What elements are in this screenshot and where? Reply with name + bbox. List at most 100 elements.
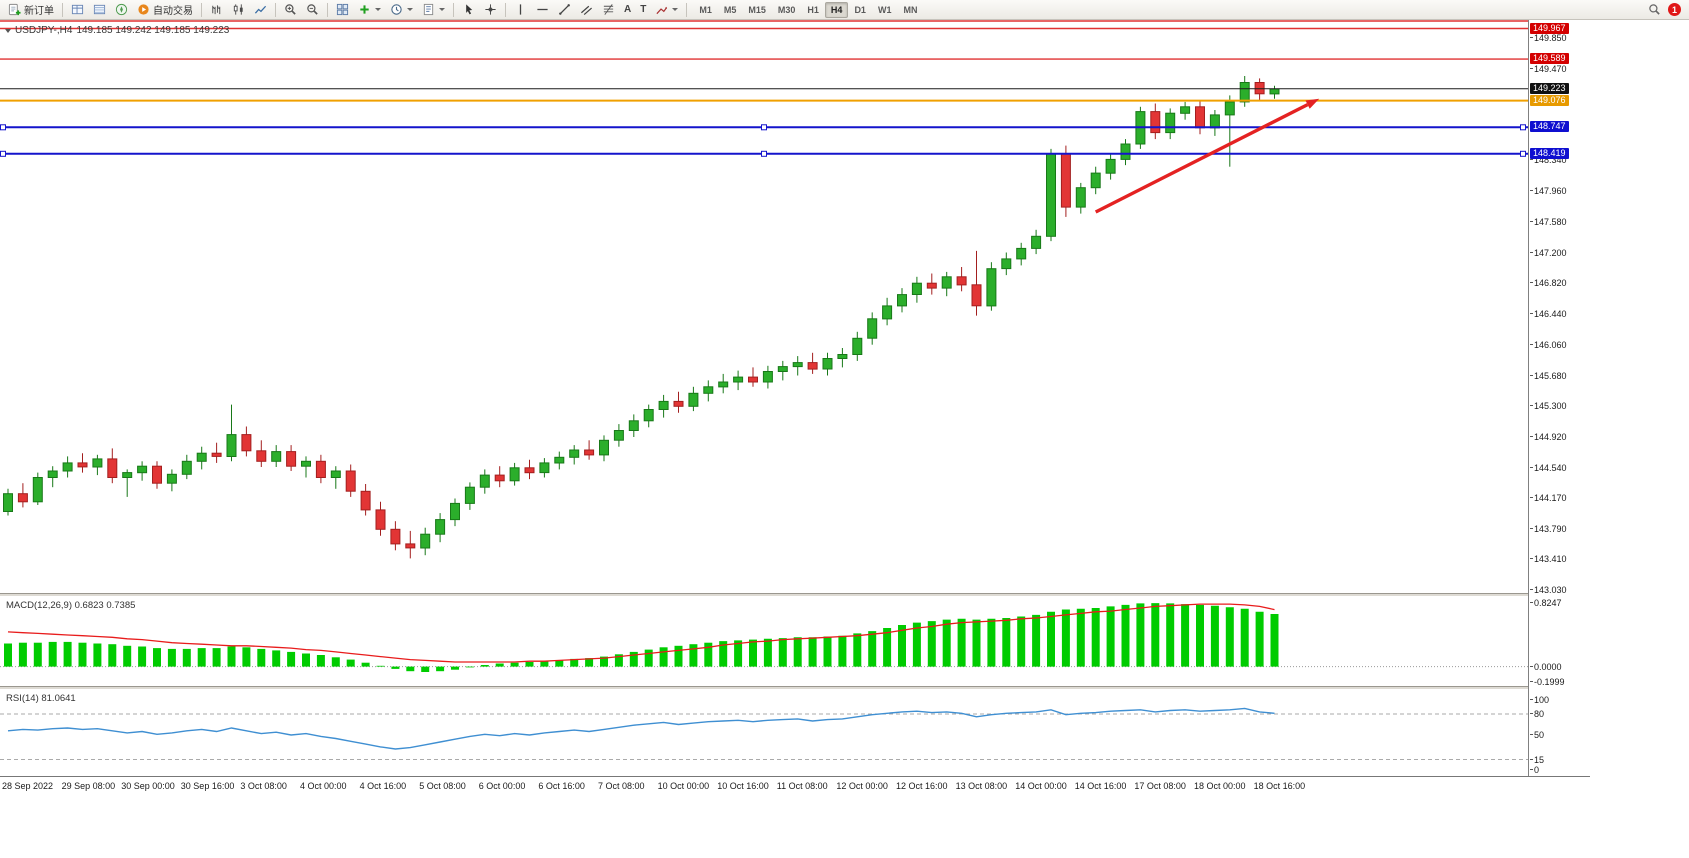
rsi-scale-label: 80: [1529, 709, 1545, 719]
time-axis-label: 10 Oct 00:00: [657, 781, 710, 791]
timeframe-m15-button[interactable]: M15: [742, 2, 772, 18]
line-handle[interactable]: [1520, 150, 1526, 157]
line-chart-button[interactable]: [250, 1, 271, 18]
panel-splitter[interactable]: [0, 686, 1590, 690]
autotrade-icon: [137, 3, 150, 16]
time-axis-label: 29 Sep 08:00: [61, 781, 116, 791]
crosshair-button[interactable]: [480, 1, 501, 18]
line-handle[interactable]: [1520, 124, 1526, 131]
templates-button[interactable]: [418, 1, 449, 18]
timeframe-group: M1 M5 M15 M30 H1 H4 D1 W1 MN: [693, 1, 923, 18]
toolbar-separator: [453, 2, 454, 17]
navigator-button[interactable]: [111, 1, 132, 18]
shapes-button[interactable]: [651, 1, 682, 18]
price-scale-label: 146.820: [1530, 278, 1567, 289]
time-axis-label: 18 Oct 00:00: [1194, 781, 1246, 791]
time-axis-label: 17 Oct 08:00: [1134, 781, 1186, 791]
text-button[interactable]: A: [620, 1, 635, 18]
rsi-line: [7, 707, 1275, 750]
trendline-icon: [558, 3, 571, 16]
time-axis-label: 5 Oct 08:00: [419, 781, 466, 791]
label-button[interactable]: T: [636, 1, 650, 18]
new-order-button[interactable]: 新订单: [4, 1, 58, 18]
candles-layer: [3, 76, 1280, 559]
main-chart[interactable]: [0, 20, 1528, 593]
trend-arrow[interactable]: [1094, 98, 1320, 214]
market-watch-button[interactable]: [67, 1, 88, 18]
vertical-line-icon: [514, 3, 527, 16]
channel-button[interactable]: [576, 1, 597, 18]
line-handle[interactable]: [0, 150, 6, 157]
line-handle[interactable]: [761, 150, 767, 157]
trendline-button[interactable]: [554, 1, 575, 18]
macd-scale-label: -0.1999: [1530, 677, 1565, 687]
price-scale-label: 149.850: [1530, 33, 1567, 43]
price-badge: 149.076: [1530, 94, 1569, 106]
toolbar-separator: [275, 2, 276, 17]
macd-signal-line: [7, 603, 1275, 663]
macd-panel[interactable]: [0, 597, 1528, 686]
panel-splitter[interactable]: [0, 593, 1590, 597]
timeframe-m1-button[interactable]: M1: [693, 2, 718, 18]
macd-histogram: [4, 603, 1279, 672]
line-handle[interactable]: [0, 124, 6, 131]
toolbar-separator: [62, 2, 63, 17]
notifications-badge[interactable]: 1: [1668, 3, 1681, 16]
timeframe-h1-button[interactable]: H1: [801, 2, 825, 18]
zoom-out-button[interactable]: [302, 1, 323, 18]
time-axis[interactable]: 28 Sep 2022 29 Sep 08:00 30 Sep 00:00 30 Se…: [0, 776, 1590, 796]
rsi-scale-label: 50: [1529, 730, 1545, 740]
rsi-panel[interactable]: [0, 690, 1528, 776]
time-axis-label: 7 Oct 08:00: [598, 781, 645, 791]
symbol-dropdown-icon: [5, 28, 11, 33]
dropdown-caret: [407, 8, 413, 11]
price-scale-label: 143.410: [1530, 554, 1567, 565]
bar-chart-button[interactable]: [206, 1, 227, 18]
data-window-button[interactable]: [89, 1, 110, 18]
timeframe-d1-button[interactable]: D1: [848, 2, 872, 18]
horizontal-line-148.419[interactable]: [0, 150, 1528, 157]
price-badge: 149.589: [1530, 53, 1569, 65]
timeframe-h4-button[interactable]: H4: [824, 1, 849, 18]
price-badge: 148.747: [1530, 121, 1569, 133]
time-axis-label: 12 Oct 00:00: [836, 781, 888, 791]
price-scale-label: 144.170: [1530, 492, 1567, 503]
cursor-button[interactable]: [458, 1, 479, 18]
indicators-icon: [358, 3, 371, 16]
timeframe-m30-button[interactable]: M30: [772, 2, 802, 18]
price-scale-label: 143.030: [1530, 585, 1567, 595]
price-badge: 149.223: [1530, 82, 1569, 94]
time-axis-label: 4 Oct 00:00: [300, 781, 347, 791]
zoom-in-button[interactable]: [280, 1, 301, 18]
fibonacci-button[interactable]: [598, 1, 619, 18]
horizontal-line-148.747[interactable]: [0, 124, 1528, 131]
zoom-out-icon: [306, 3, 319, 16]
timeframe-w1-button[interactable]: W1: [872, 2, 898, 18]
price-scale[interactable]: 149.850 149.470 148.340 147.960 147.580 147.2…: [1528, 20, 1590, 776]
templates-icon: [422, 3, 435, 16]
price-scale-label: 144.540: [1530, 462, 1567, 473]
price-scale-label: 144.920: [1530, 432, 1567, 442]
periods-button[interactable]: [386, 1, 417, 18]
timeframe-m5-button[interactable]: M5: [718, 2, 743, 18]
price-scale-label: 146.060: [1530, 339, 1567, 350]
price-scale-label: 149.470: [1530, 63, 1567, 74]
time-axis-label: 3 Oct 08:00: [240, 781, 287, 791]
data-window-icon: [93, 3, 106, 16]
label-icon: T: [640, 4, 647, 15]
vertical-line-button[interactable]: [510, 1, 531, 18]
price-scale-label: 145.300: [1530, 401, 1567, 412]
autotrade-button[interactable]: 自动交易: [133, 1, 197, 18]
horizontal-line-button[interactable]: [532, 1, 553, 18]
line-handle[interactable]: [761, 124, 767, 131]
tile-windows-button[interactable]: [332, 1, 353, 18]
toolbar-separator: [327, 2, 328, 17]
candlestick-chart-button[interactable]: [228, 1, 249, 18]
periods-icon: [390, 3, 403, 16]
horizontal-line-icon: [536, 3, 549, 16]
search-button[interactable]: [1644, 1, 1665, 18]
indicators-button[interactable]: [354, 1, 385, 18]
timeframe-mn-button[interactable]: MN: [897, 2, 923, 18]
rsi-scale-label: 100: [1529, 695, 1550, 705]
time-axis-label: 6 Oct 16:00: [538, 781, 585, 791]
